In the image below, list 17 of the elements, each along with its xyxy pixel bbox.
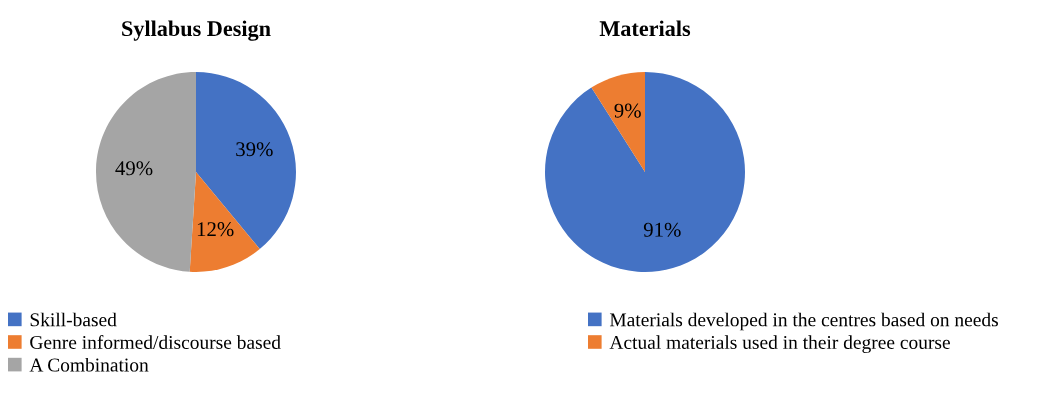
data-label: 91% <box>643 222 681 237</box>
pie-slice <box>591 72 645 172</box>
pie-slice <box>545 72 745 272</box>
legend-label: Actual materials used in their degree course <box>609 335 950 353</box>
chart-title: Materials <box>599 20 691 37</box>
legend-label: Skill-based <box>30 312 117 327</box>
pie-slice <box>96 72 196 272</box>
pie-slice <box>196 72 296 250</box>
chart-title: Syllabus Design <box>122 20 271 41</box>
legend-label: A Combination <box>29 357 149 372</box>
pie-slice <box>189 172 260 272</box>
data-label: 49% <box>115 161 153 176</box>
data-label: 9% <box>614 103 641 118</box>
data-label: 39% <box>236 142 273 157</box>
data-label: 12% <box>197 222 234 237</box>
legend-label: Materials developed in the centres based on needs <box>609 312 998 331</box>
legend-label: Genre informed/discourse based <box>30 335 281 349</box>
